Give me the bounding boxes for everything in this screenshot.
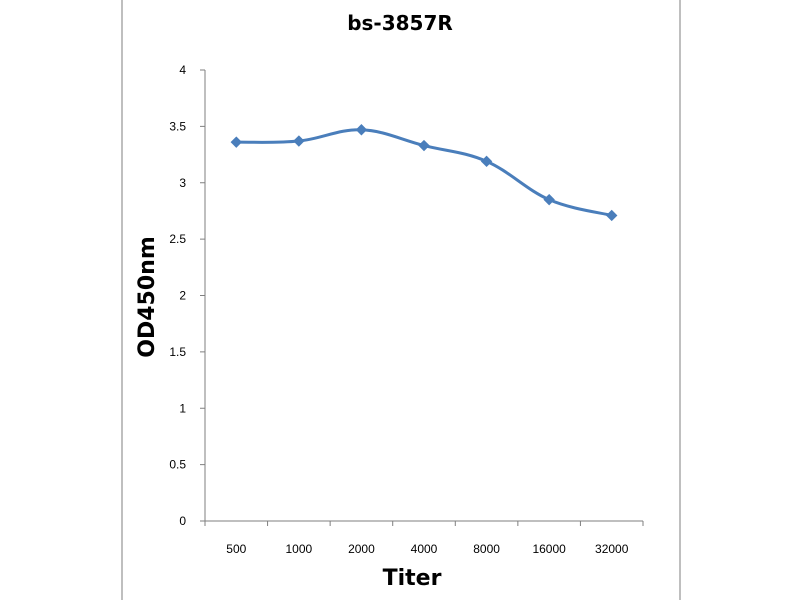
data-point-2000 [355,124,368,136]
x-tick-label: 16000 [532,542,566,556]
x-tick-label: 4000 [411,542,438,556]
y-tick-label: 4 [179,63,186,77]
y-tick-label: 0 [179,514,186,528]
y-axis-ticks: 0 0.5 1 1.5 2 2.5 3 3.5 4 [169,63,205,528]
x-tick-label: 8000 [473,542,500,556]
data-point-500 [230,136,242,148]
data-point-32000 [606,209,618,222]
y-tick-label: 2.5 [169,232,186,246]
x-tick-label: 32000 [595,542,629,556]
y-tick-label: 1.5 [169,345,186,359]
data-point-4000 [418,139,430,152]
x-axis-ticks: 500 1000 2000 4000 8000 16000 32000 [204,521,644,556]
y-tick-label: 0.5 [169,458,186,472]
data-point-8000 [480,155,493,168]
y-tick-label: 2 [179,289,186,303]
y-tick-label: 1 [179,401,186,415]
y-tick-label: 3 [179,176,186,190]
series-points [230,124,618,222]
x-tick-label: 1000 [286,542,313,556]
x-tick-label: 500 [226,542,246,556]
data-point-1000 [293,135,305,147]
y-tick-label: 3.5 [169,119,186,133]
data-point-16000 [543,193,555,206]
chart-title: bs-3857R [347,11,453,35]
x-tick-label: 2000 [348,542,375,556]
y-axis-title: OD450nm [135,236,160,357]
x-axis-title: Titer [383,566,442,591]
